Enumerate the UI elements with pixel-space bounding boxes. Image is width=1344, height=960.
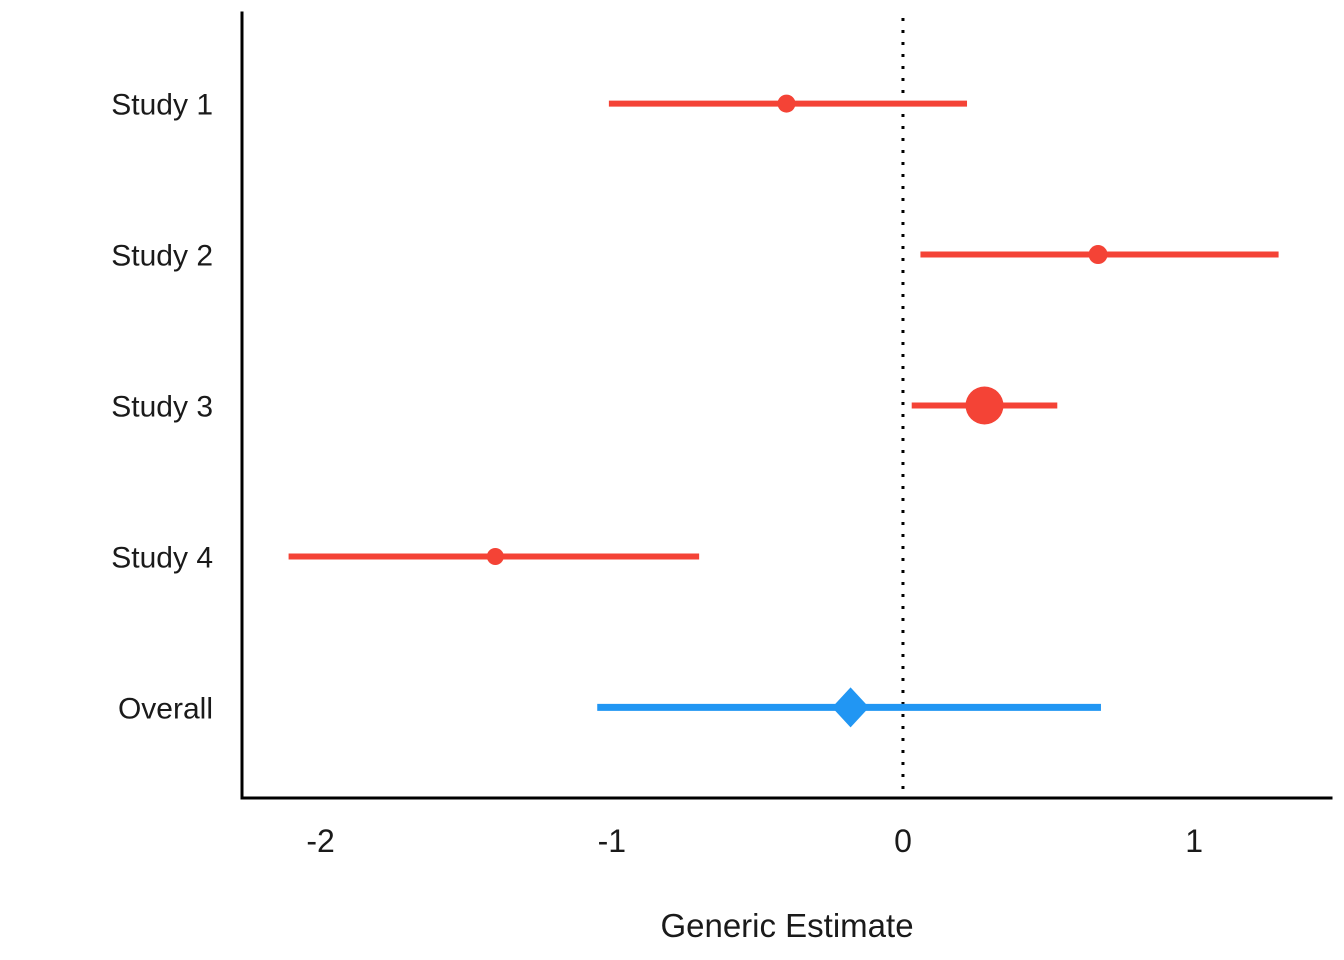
y-category-label: Study 2 bbox=[111, 240, 213, 273]
x-axis-title: Generic Estimate bbox=[660, 907, 913, 944]
x-tick-label: -2 bbox=[306, 823, 334, 859]
x-tick-label: -1 bbox=[598, 823, 626, 859]
study-estimate-point bbox=[486, 547, 504, 565]
y-category-label: Study 3 bbox=[111, 391, 213, 424]
study-estimate-point bbox=[777, 94, 796, 113]
x-tick-label: 1 bbox=[1185, 823, 1203, 859]
study-estimate-point bbox=[1088, 245, 1108, 265]
overall-estimate-diamond bbox=[832, 687, 870, 728]
x-tick-label: 0 bbox=[894, 823, 912, 859]
study-estimate-point bbox=[965, 386, 1004, 425]
y-category-label: Overall bbox=[118, 692, 213, 725]
y-category-label: Study 4 bbox=[111, 541, 213, 574]
axis-lines bbox=[240, 11, 1333, 800]
y-category-label: Study 1 bbox=[111, 89, 213, 122]
